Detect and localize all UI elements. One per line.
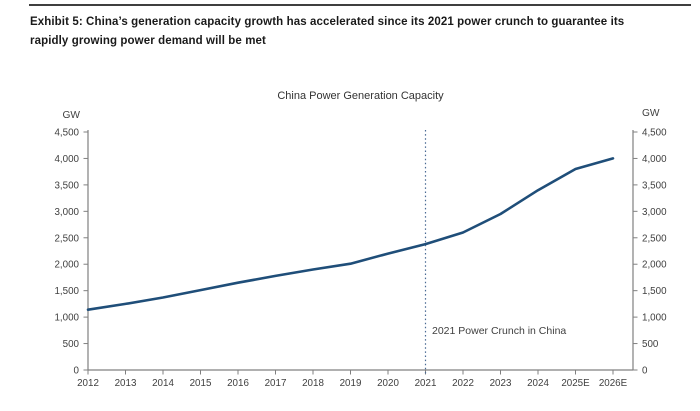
exhibit-title: Exhibit 5: China’s generation capacity g…	[30, 13, 685, 51]
y-tick-label-left: 4,000	[54, 154, 79, 165]
x-tick-label: 2025E	[561, 378, 590, 389]
x-tick-label: 2018	[302, 378, 324, 389]
y-axis-unit-right: GW	[642, 108, 660, 119]
y-tick-label-right: 3,000	[642, 207, 667, 218]
top-divider	[29, 4, 691, 6]
x-tick-label: 2016	[227, 378, 249, 389]
y-tick-label-right: 4,000	[642, 154, 667, 165]
x-tick-label: 2022	[452, 378, 474, 389]
y-tick-label-right: 500	[642, 339, 659, 350]
x-tick-label: 2012	[77, 378, 99, 389]
y-tick-label-left: 3,000	[54, 207, 79, 218]
x-tick-label: 2024	[527, 378, 549, 389]
y-tick-label-right: 2,500	[642, 233, 667, 244]
y-tick-label-left: 1,000	[54, 313, 79, 324]
x-tick-label: 2021	[415, 378, 437, 389]
y-tick-label-left: 3,500	[54, 180, 79, 191]
exhibit-title-line1: Exhibit 5: China’s generation capacity g…	[30, 16, 625, 28]
x-tick-label: 2020	[377, 378, 399, 389]
x-tick-label: 2023	[490, 378, 512, 389]
y-tick-label-left: 4,500	[54, 128, 79, 139]
y-axis-unit-left: GW	[62, 110, 80, 121]
x-tick-label: 2014	[152, 378, 174, 389]
capacity-line-series	[86, 157, 615, 312]
y-tick-label-right: 3,500	[642, 180, 667, 191]
y-tick-label-right: 2,000	[642, 260, 667, 271]
chart-title: China Power Generation Capacity	[277, 90, 444, 102]
y-tick-label-left: 1,500	[54, 286, 79, 297]
y-tick-label-right: 1,500	[642, 286, 667, 297]
y-tick-label-left: 0	[74, 366, 80, 377]
x-tick-label: 2015	[190, 378, 212, 389]
x-tick-label: 2019	[340, 378, 362, 389]
y-tick-label-right: 1,000	[642, 313, 667, 324]
y-tick-label-right: 0	[642, 366, 648, 377]
y-tick-label-left: 500	[63, 339, 80, 350]
exhibit-title-line2: rapidly growing power demand will be met	[30, 34, 266, 47]
y-tick-label-right: 4,500	[642, 128, 667, 139]
event-annotation: 2021 Power Crunch in China	[432, 325, 567, 337]
x-tick-label: 2013	[115, 378, 137, 389]
y-tick-label-left: 2,000	[54, 260, 79, 271]
x-tick-label: 2026E	[599, 378, 628, 389]
y-tick-label-left: 2,500	[54, 233, 79, 244]
x-tick-label: 2017	[265, 378, 287, 389]
